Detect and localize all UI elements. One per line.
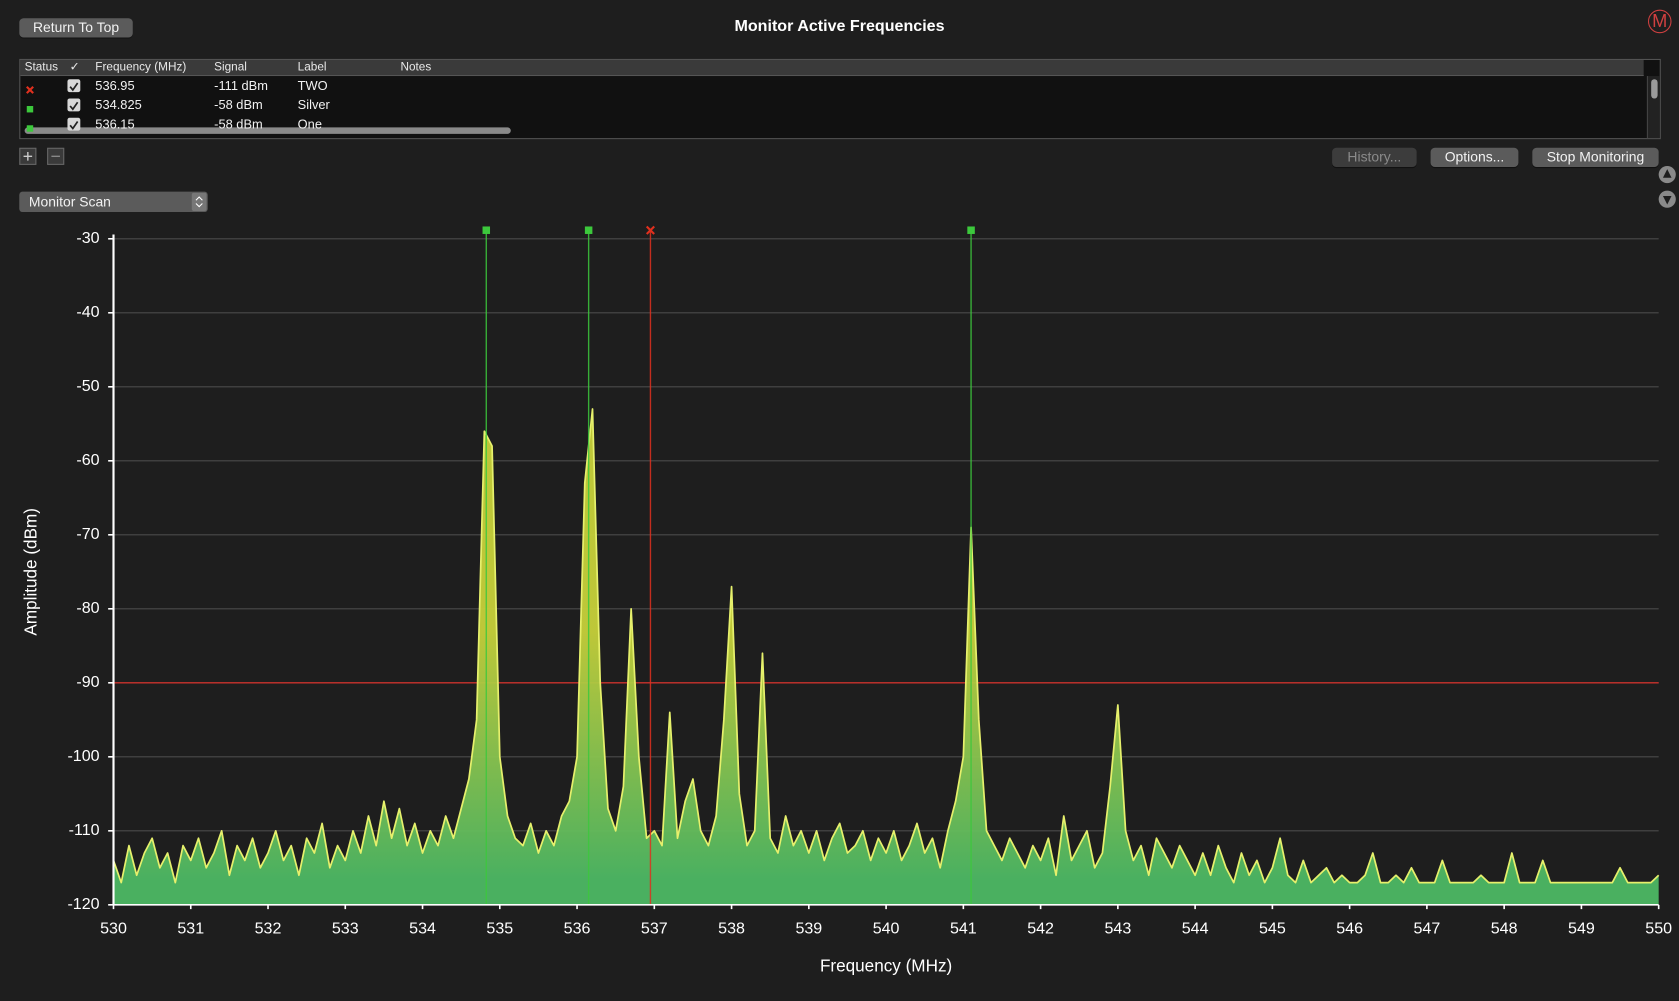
check-glyph bbox=[69, 82, 79, 92]
y-tick-label: -100 bbox=[67, 747, 99, 765]
checkmark bbox=[69, 121, 79, 130]
x-tick-label: 530 bbox=[100, 920, 127, 938]
y-axis-title: Amplitude (dBm) bbox=[21, 508, 41, 636]
x-tick-label: 534 bbox=[409, 920, 436, 938]
x-tick-label: 548 bbox=[1491, 920, 1518, 938]
check-glyph bbox=[69, 101, 79, 111]
check-glyph bbox=[69, 121, 79, 130]
status-icon bbox=[25, 120, 36, 132]
x-tick-label: 540 bbox=[873, 920, 900, 938]
plus-icon bbox=[23, 152, 33, 161]
status-glyph bbox=[26, 125, 34, 132]
view-select[interactable]: Monitor Scan bbox=[19, 191, 208, 213]
y-tick-label: -70 bbox=[76, 525, 99, 543]
x-tick-label: 544 bbox=[1182, 920, 1209, 938]
cell-frequency: 536.95 bbox=[95, 78, 135, 94]
cell-signal: -111 dBm bbox=[214, 78, 268, 94]
y-tick-label: -60 bbox=[76, 451, 99, 469]
x-tick-label: 533 bbox=[332, 920, 359, 938]
checkbox[interactable] bbox=[67, 79, 81, 93]
select-label: Monitor Scan bbox=[28, 193, 111, 210]
cell-frequency: 536.15 bbox=[95, 116, 135, 132]
return-button[interactable]: Return To Top bbox=[19, 18, 133, 38]
x-tick-label: 545 bbox=[1259, 920, 1286, 938]
marker-handle bbox=[967, 226, 975, 234]
checkbox[interactable] bbox=[67, 117, 81, 131]
status-square bbox=[26, 106, 34, 113]
checkmark bbox=[69, 82, 79, 92]
checkmark bbox=[69, 101, 79, 111]
x-tick-label: 536 bbox=[564, 920, 591, 938]
cell-label: Silver bbox=[297, 97, 330, 113]
window-title: Monitor Active Frequencies bbox=[734, 17, 945, 36]
vertical-scrollbar[interactable] bbox=[1646, 76, 1660, 139]
x-tick-label: 542 bbox=[1027, 920, 1054, 938]
x-tick-label: 531 bbox=[177, 920, 204, 938]
status-glyph bbox=[26, 106, 34, 113]
status-glyph bbox=[26, 85, 34, 94]
x-tick-label: 537 bbox=[641, 920, 668, 938]
column-header: ✓ bbox=[69, 61, 80, 74]
y-tick-label: -30 bbox=[76, 229, 99, 247]
y-tick-label: -80 bbox=[76, 599, 99, 617]
y-tick-label: -40 bbox=[76, 303, 99, 321]
stop-button[interactable]: Stop Monitoring bbox=[1532, 147, 1659, 168]
logo: M bbox=[1647, 9, 1672, 34]
cell-signal: -58 dBm bbox=[214, 116, 263, 132]
x-tick-label: 547 bbox=[1414, 920, 1441, 938]
scroll-arrows[interactable] bbox=[1658, 165, 1677, 212]
x-tick-label: 538 bbox=[718, 920, 745, 938]
spectrum-area bbox=[113, 409, 1659, 905]
spectrum-line bbox=[112, 408, 1660, 884]
x-tick-label: 550 bbox=[1645, 920, 1672, 938]
status-icon bbox=[25, 81, 36, 94]
table-header: Status ✓ Frequency (MHz) Signal Label Notes bbox=[20, 59, 1644, 77]
marker-handle bbox=[645, 225, 655, 235]
select-arrows bbox=[191, 192, 207, 211]
y-tick-label: -50 bbox=[76, 377, 99, 395]
x-tick-label: 539 bbox=[795, 920, 822, 938]
cell-label: One bbox=[297, 116, 322, 132]
cell-frequency: 534.825 bbox=[95, 97, 142, 113]
column-header: Status bbox=[24, 61, 59, 74]
column-header: Label bbox=[297, 61, 327, 74]
y-tick-label: -110 bbox=[69, 821, 100, 839]
horizontal-scrollbar[interactable] bbox=[24, 127, 511, 134]
marker-handle bbox=[482, 226, 491, 234]
status-icon bbox=[25, 101, 36, 113]
add-button[interactable] bbox=[19, 147, 37, 165]
status-square bbox=[26, 125, 34, 132]
remove-button[interactable] bbox=[47, 147, 65, 165]
marker-handle bbox=[584, 226, 593, 234]
column-header: Notes bbox=[400, 61, 432, 74]
minus-icon bbox=[51, 155, 60, 158]
checkbox[interactable] bbox=[67, 98, 81, 112]
x-tick-label: 549 bbox=[1568, 920, 1595, 938]
x-tick-label: 543 bbox=[1104, 920, 1131, 938]
cell-signal: -58 dBm bbox=[214, 97, 263, 113]
x-tick-label: 546 bbox=[1336, 920, 1363, 938]
options-button[interactable]: Options... bbox=[1430, 147, 1519, 168]
scroll-thumb[interactable] bbox=[1651, 79, 1658, 99]
column-header: Frequency (MHz) bbox=[95, 61, 187, 74]
x-tick-label: 532 bbox=[255, 920, 282, 938]
y-tick-label: -90 bbox=[76, 673, 99, 691]
y-tick-label: -120 bbox=[67, 895, 99, 913]
x-tick-label: 535 bbox=[486, 920, 513, 938]
cell-label: TWO bbox=[297, 78, 328, 94]
status-cross bbox=[26, 85, 34, 94]
history-button[interactable]: History... bbox=[1332, 147, 1417, 168]
x-tick-label: 541 bbox=[950, 920, 977, 938]
x-axis-title: Frequency (MHz) bbox=[820, 955, 952, 975]
frequency-table: Status ✓ Frequency (MHz) Signal Label Notes 5… bbox=[19, 58, 1661, 140]
column-header: Signal bbox=[214, 61, 247, 74]
